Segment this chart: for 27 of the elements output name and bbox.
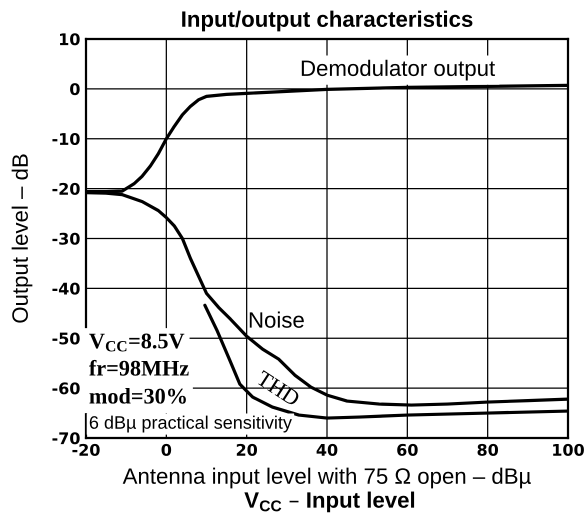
text: V$_{CC}$ – Input level	[244, 492, 414, 512]
x-axis-title: Antenna input level with 75 Ω open – dBµ	[122, 468, 531, 488]
y-tick-label: -50	[52, 332, 80, 345]
annotation: 6 dBµ practical sensitivity	[90, 416, 292, 432]
x-tick-label: 100	[553, 444, 584, 456]
series-label: Noise	[250, 312, 304, 328]
y-tick-label: -40	[52, 282, 80, 295]
y-tick-label: -60	[52, 382, 80, 394]
y-tick-label: -30	[52, 232, 80, 245]
y-axis-title: Output level – dB	[12, 154, 32, 323]
y-tick-label: -10	[52, 132, 80, 146]
annotation: V$_{CC}$=8.5V	[89, 333, 184, 352]
x-tick-label: -20	[72, 444, 100, 456]
chart-title: Input/output characteristics	[182, 10, 472, 32]
y-tick-label: -20	[52, 182, 80, 195]
x-tick-label: 0	[162, 444, 172, 456]
text: THD	[256, 370, 301, 407]
y-tick-label: 0	[70, 83, 80, 96]
x-tick-label: 40	[316, 444, 338, 456]
annotation: fr=98MHz	[89, 360, 189, 376]
series-label: Demodulator output	[302, 60, 496, 80]
x-tick-label: 20	[236, 444, 258, 456]
x-tick-label: 60	[397, 444, 418, 456]
annotation: mod=30%	[89, 388, 186, 404]
y-tick-label: 10	[60, 33, 80, 46]
x-tick-label: 80	[478, 444, 498, 456]
y-tick-label: -70	[52, 432, 80, 444]
